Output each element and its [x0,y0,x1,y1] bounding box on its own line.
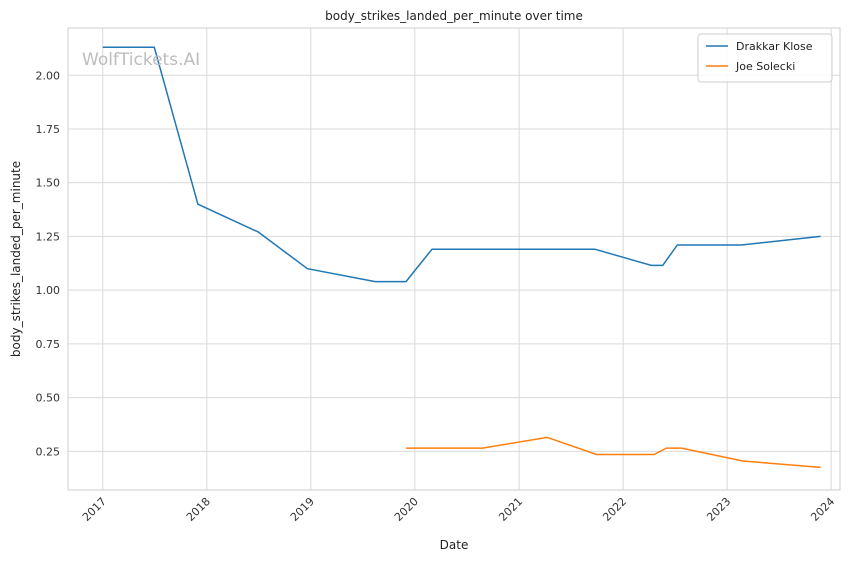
x-tick-label: 2017 [80,495,109,524]
legend-label: Joe Solecki [735,60,795,73]
legend: Drakkar Klose Joe Solecki [697,33,833,83]
x-tick-label: 2019 [288,495,317,524]
x-tick-label: 2021 [496,495,525,524]
y-axis-label: body_strikes_landed_per_minute [9,161,23,357]
y-tick-label: 0.50 [36,392,61,405]
y-tick-label: 0.75 [36,338,61,351]
y-tick-label: 0.25 [36,445,61,458]
plot-area [67,27,841,491]
y-tick-label: 1.75 [36,123,61,136]
legend-label: Drakkar Klose [736,40,813,53]
chart-title: body_strikes_landed_per_minute over time [325,9,583,23]
x-tick-label: 2023 [704,495,733,524]
watermark: WolfTickets.AI [82,50,200,70]
y-tick-label: 1.00 [36,284,61,297]
x-tick-label: 2024 [808,495,837,524]
y-tick-label: 1.50 [36,177,61,190]
grid-lines [68,28,840,490]
y-tick-label: 2.00 [36,69,61,82]
x-tick-label: 2020 [392,495,421,524]
series-line-1 [406,436,821,469]
series-line-0 [102,46,821,283]
x-tick-label: 2018 [184,495,213,524]
x-axis-label: Date [440,538,469,552]
x-tick-label: 2022 [600,495,629,524]
legend-box [697,33,833,83]
y-tick-label: 1.25 [36,230,61,243]
series-lines [102,46,821,469]
